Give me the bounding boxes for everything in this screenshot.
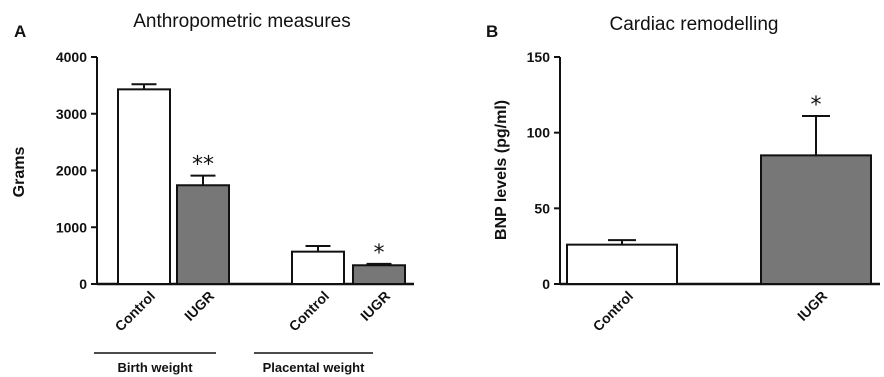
y-tick-label: 0 bbox=[79, 276, 87, 292]
significance-marker: * bbox=[811, 93, 822, 118]
y-tick-label: 4000 bbox=[56, 49, 87, 65]
x-category-label: IUGR bbox=[181, 288, 217, 324]
significance-marker: * bbox=[374, 241, 385, 266]
bar bbox=[566, 243, 678, 286]
chart-title: Anthropometric measures bbox=[133, 11, 351, 32]
panel-letter: A bbox=[14, 22, 26, 41]
y-tick-label: 50 bbox=[534, 200, 550, 216]
y-tick-label: 2000 bbox=[56, 163, 87, 179]
y-axis-label: BNP levels (pg/ml) bbox=[493, 100, 510, 240]
bar bbox=[352, 264, 406, 285]
chart-title: Cardiac remodelling bbox=[610, 14, 779, 35]
y-tick-label: 1000 bbox=[56, 219, 87, 235]
x-category-label: Control bbox=[590, 288, 637, 335]
x-category-label: Control bbox=[112, 288, 159, 335]
bar bbox=[291, 250, 345, 285]
y-tick-label: 100 bbox=[527, 125, 551, 141]
y-tick-label: 150 bbox=[527, 49, 551, 65]
significance-marker: ** bbox=[192, 153, 214, 178]
x-category-label: Control bbox=[286, 288, 333, 335]
x-category-label: IUGR bbox=[794, 288, 830, 324]
bar bbox=[760, 154, 872, 285]
y-tick-label: 0 bbox=[542, 276, 550, 292]
x-category-label: IUGR bbox=[357, 288, 393, 324]
group-label: Birth weight bbox=[117, 360, 193, 375]
y-tick-label: 3000 bbox=[56, 106, 87, 122]
panel-letter: B bbox=[486, 22, 498, 41]
bar bbox=[117, 88, 171, 285]
group-label: Placental weight bbox=[263, 360, 366, 375]
y-axis-label: Grams bbox=[11, 147, 28, 198]
bar bbox=[176, 184, 230, 286]
